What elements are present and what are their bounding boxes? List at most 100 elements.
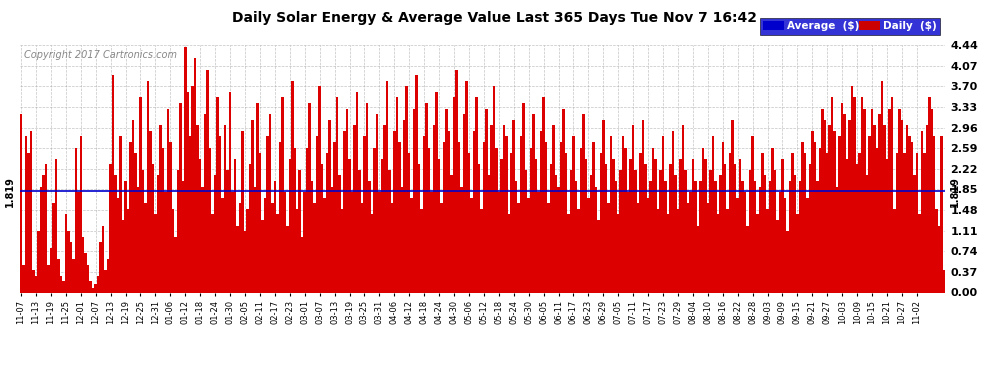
Bar	[644, 164, 646, 292]
Bar	[766, 209, 769, 292]
Bar	[69, 242, 72, 292]
Bar	[702, 148, 704, 292]
Bar	[669, 164, 672, 292]
Bar	[485, 108, 488, 292]
Bar	[57, 259, 59, 292]
Bar	[666, 214, 669, 292]
Bar	[821, 108, 824, 292]
Bar	[635, 170, 637, 292]
Bar	[753, 181, 756, 292]
Text: Copyright 2017 Cartronics.com: Copyright 2017 Cartronics.com	[25, 50, 177, 60]
Bar	[385, 81, 388, 292]
Bar	[863, 108, 866, 292]
Bar	[684, 170, 687, 292]
Bar	[214, 176, 217, 292]
Bar	[276, 214, 278, 292]
Bar	[677, 209, 679, 292]
Bar	[861, 98, 863, 292]
Bar	[135, 153, 137, 292]
Bar	[525, 170, 528, 292]
Bar	[418, 164, 421, 292]
Bar	[161, 148, 164, 292]
Bar	[229, 92, 232, 292]
Bar	[222, 198, 224, 292]
Bar	[607, 203, 610, 292]
Bar	[470, 198, 472, 292]
Bar	[661, 136, 664, 292]
Bar	[348, 159, 350, 292]
Bar	[132, 120, 135, 292]
Bar	[878, 114, 881, 292]
Bar	[239, 203, 242, 292]
Bar	[169, 142, 171, 292]
Bar	[411, 198, 413, 292]
Bar	[30, 131, 33, 292]
Bar	[515, 181, 518, 292]
Bar	[396, 98, 398, 292]
Bar	[931, 108, 933, 292]
Bar	[888, 108, 891, 292]
Bar	[936, 209, 938, 292]
Bar	[467, 153, 470, 292]
Bar	[452, 98, 455, 292]
Bar	[549, 164, 552, 292]
Bar	[816, 181, 819, 292]
Bar	[329, 120, 331, 292]
Bar	[756, 214, 758, 292]
Bar	[590, 176, 592, 292]
Bar	[789, 181, 791, 292]
Bar	[544, 142, 547, 292]
Bar	[301, 237, 304, 292]
Bar	[154, 214, 156, 292]
Bar	[74, 148, 77, 292]
Bar	[640, 153, 642, 292]
Bar	[62, 281, 64, 292]
Bar	[908, 136, 911, 292]
Bar	[104, 270, 107, 292]
Bar	[455, 69, 457, 292]
Bar	[836, 187, 839, 292]
Bar	[848, 120, 850, 292]
Bar	[554, 176, 557, 292]
Bar	[528, 198, 530, 292]
Bar	[341, 209, 344, 292]
Text: 1.819: 1.819	[950, 176, 960, 207]
Bar	[758, 187, 761, 292]
Bar	[84, 254, 87, 292]
Legend: Average  ($), Daily  ($): Average ($), Daily ($)	[760, 18, 940, 34]
Bar	[142, 170, 145, 292]
Bar	[743, 192, 746, 292]
Bar	[672, 131, 674, 292]
Bar	[689, 192, 692, 292]
Bar	[122, 220, 125, 292]
Bar	[729, 153, 732, 292]
Bar	[503, 125, 505, 292]
Bar	[562, 108, 564, 292]
Bar	[251, 120, 253, 292]
Bar	[428, 148, 431, 292]
Bar	[791, 153, 794, 292]
Bar	[50, 248, 52, 292]
Bar	[156, 176, 159, 292]
Bar	[204, 114, 207, 292]
Bar	[488, 176, 490, 292]
Bar	[615, 181, 617, 292]
Bar	[651, 148, 654, 292]
Bar	[858, 153, 861, 292]
Bar	[79, 136, 82, 292]
Bar	[179, 103, 181, 292]
Bar	[334, 142, 336, 292]
Bar	[48, 265, 50, 292]
Bar	[433, 125, 436, 292]
Bar	[871, 108, 873, 292]
Bar	[873, 125, 876, 292]
Bar	[344, 131, 346, 292]
Bar	[850, 86, 853, 292]
Bar	[446, 108, 447, 292]
Bar	[704, 159, 707, 292]
Bar	[102, 226, 104, 292]
Bar	[649, 181, 651, 292]
Bar	[883, 125, 886, 292]
Bar	[547, 203, 549, 292]
Bar	[199, 159, 201, 292]
